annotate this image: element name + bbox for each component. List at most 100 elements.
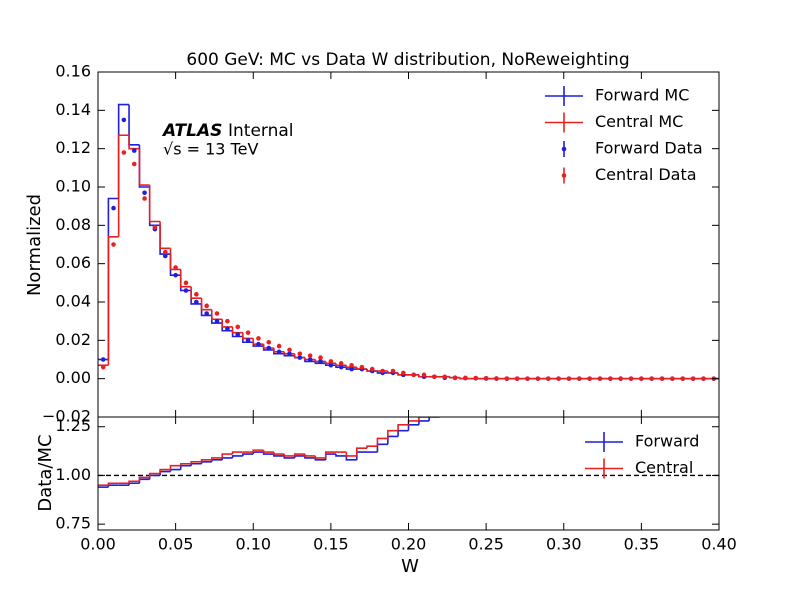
step-bin xyxy=(293,455,305,458)
data-point xyxy=(266,339,272,345)
data-point xyxy=(359,364,365,370)
step-bin xyxy=(262,450,274,453)
data-point xyxy=(587,376,592,381)
step-bin xyxy=(128,135,140,150)
data-point xyxy=(266,345,272,351)
data-point xyxy=(338,361,344,366)
data-point xyxy=(566,376,572,381)
data-point xyxy=(639,376,644,381)
data-point xyxy=(514,376,520,381)
plot-area xyxy=(98,417,719,488)
step-bin xyxy=(107,482,119,486)
data-point xyxy=(183,280,189,286)
data-point xyxy=(452,375,458,381)
data-point xyxy=(421,372,427,378)
data-point xyxy=(204,311,209,316)
x-tick-label: 0.35 xyxy=(624,535,660,554)
step-bin xyxy=(221,453,233,458)
step-bin xyxy=(293,453,305,456)
legend-swatch xyxy=(561,146,567,152)
data-point xyxy=(225,326,230,332)
data-point xyxy=(608,376,613,381)
x-tick-label: 0.40 xyxy=(701,535,737,554)
y-axis-label: Normalized xyxy=(24,194,45,296)
data-point xyxy=(628,376,634,381)
legend-label: Forward MC xyxy=(595,86,689,105)
step-bin xyxy=(345,452,357,457)
legend-label: Forward xyxy=(635,432,699,451)
step-bin xyxy=(273,452,285,455)
data-point xyxy=(194,299,199,305)
data-point xyxy=(121,150,127,155)
data-point xyxy=(690,376,696,381)
step-bin xyxy=(335,363,347,367)
data-point xyxy=(183,288,189,293)
data-point xyxy=(576,376,582,381)
data-point xyxy=(163,249,168,255)
step-bin xyxy=(138,148,150,186)
data-point xyxy=(338,364,344,370)
data-point xyxy=(545,376,551,381)
x-tick-label: 0.15 xyxy=(313,535,349,554)
data-point xyxy=(297,351,303,357)
annotation: ATLAS xyxy=(161,121,222,141)
y-axis-label: Data/MC xyxy=(35,434,56,511)
step-bin xyxy=(428,417,440,421)
data-point xyxy=(380,368,385,374)
chart-title: 600 GeV: MC vs Data W distribution, NoRe… xyxy=(186,50,629,70)
data-point xyxy=(214,318,220,324)
step-bin xyxy=(169,248,181,271)
step-bin xyxy=(200,459,212,462)
x-tick-label: 0.05 xyxy=(158,535,194,554)
data-point xyxy=(504,376,510,381)
y-tick-label: 0.14 xyxy=(55,100,91,119)
step-bin xyxy=(179,269,192,288)
y-tick-label: 0.08 xyxy=(55,215,91,234)
step-bin xyxy=(107,236,119,366)
step-bin xyxy=(190,461,202,464)
y-tick-label: 1.25 xyxy=(55,416,91,435)
step-bin xyxy=(179,462,192,466)
step-bin xyxy=(418,417,430,421)
step-bin xyxy=(324,451,336,458)
x-tick-label: 0.20 xyxy=(391,535,427,554)
legend-label: Forward Data xyxy=(595,139,703,158)
step-bin xyxy=(324,361,336,365)
data-point xyxy=(328,362,334,368)
step-bin xyxy=(148,185,161,223)
data-point xyxy=(256,341,261,347)
data-point xyxy=(670,376,675,381)
step-bin xyxy=(242,332,254,340)
data-point xyxy=(535,376,541,381)
data-point xyxy=(256,336,261,341)
step-bin xyxy=(231,455,243,458)
data-point xyxy=(111,242,116,247)
data-point xyxy=(276,349,282,355)
step-bin xyxy=(242,453,254,456)
data-point xyxy=(349,362,354,368)
annotation: √s = 13 TeV xyxy=(163,140,258,159)
x-tick-label: 0.30 xyxy=(546,535,582,554)
data-point xyxy=(390,368,396,374)
data-point xyxy=(287,347,292,353)
step-bin xyxy=(252,449,264,453)
plot-area xyxy=(98,103,719,381)
step-bin xyxy=(200,298,212,311)
x-tick-label: 0.25 xyxy=(468,535,504,554)
data-point xyxy=(111,205,116,211)
data-point xyxy=(483,375,489,381)
data-point xyxy=(556,376,561,381)
step-bin xyxy=(231,326,243,334)
y-tick-label: 0.04 xyxy=(55,292,91,311)
y-tick-label: 0.75 xyxy=(55,514,91,533)
data-point xyxy=(173,272,178,278)
data-point xyxy=(463,375,468,381)
data-point xyxy=(400,370,406,376)
data-point xyxy=(649,376,654,381)
step-bin xyxy=(138,476,150,482)
step-bin xyxy=(159,221,171,250)
data-point xyxy=(245,338,251,343)
x-axis-label: W xyxy=(401,556,419,577)
data-point xyxy=(131,148,137,153)
